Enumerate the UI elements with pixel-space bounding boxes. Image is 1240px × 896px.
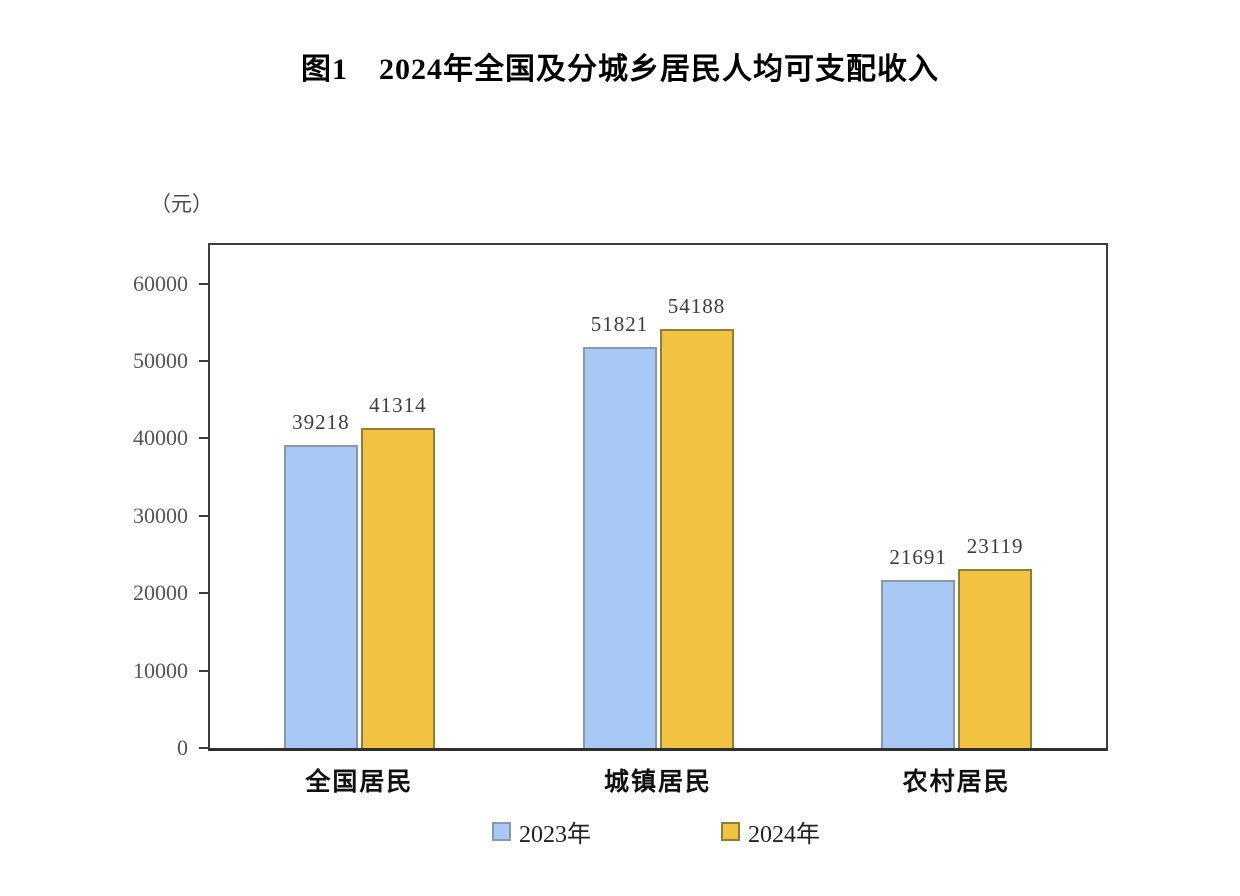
bar-value-label: 23119: [966, 534, 1024, 559]
legend-swatch-icon: [721, 822, 740, 841]
y-axis-tick-label: 10000: [133, 657, 188, 683]
bar-value-label: 41314: [369, 393, 427, 418]
bar-s0-c0: [283, 444, 358, 748]
bar-value-label: 21691: [889, 545, 947, 570]
y-axis-tick: [199, 747, 208, 749]
y-axis-tick: [199, 514, 208, 517]
bar-s1-c1: [659, 328, 734, 748]
bar-s0-c2: [881, 580, 956, 748]
legend: 2023年 2024年: [208, 814, 1104, 849]
legend-item-0: 2023年: [492, 814, 591, 849]
chart-title: 图1 2024年全国及分城乡居民人均可支配收入: [301, 53, 939, 86]
plot-area: 0 10000 20000 30000 40000 50000 60000 全国居民 39218…: [133, 243, 1108, 796]
y-axis-tick: [199, 360, 208, 363]
y-axis-unit-label: （元）: [150, 192, 213, 216]
bar-s1-c0: [360, 428, 435, 748]
x-category-label: 城镇居民: [603, 768, 713, 796]
bar-s0-c1: [582, 347, 657, 748]
bar-s1-c2: [958, 569, 1033, 748]
y-axis-tick: [199, 592, 208, 595]
x-category-label: 全国居民: [305, 768, 414, 796]
legend-label: 2023年: [519, 822, 591, 848]
y-axis-tick: [199, 282, 208, 285]
y-axis-tick-label: 0: [177, 735, 188, 760]
legend-swatch-icon: [492, 822, 511, 841]
y-axis-tick: [199, 669, 208, 672]
y-axis-tick-label: 60000: [133, 270, 188, 296]
y-axis-tick: [199, 437, 208, 440]
legend-item-1: 2024年: [721, 814, 820, 849]
y-axis-tick-label: 50000: [133, 348, 188, 374]
x-category-label: 农村居民: [902, 768, 1011, 796]
bar-value-label: 51821: [590, 312, 649, 336]
bar-value-label: 54188: [667, 293, 726, 318]
legend-label: 2024年: [748, 822, 820, 848]
y-axis-tick-label: 30000: [133, 502, 188, 528]
bar-value-label: 39218: [292, 409, 350, 434]
y-axis-tick-label: 20000: [133, 580, 188, 606]
y-axis-tick-label: 40000: [133, 425, 188, 451]
